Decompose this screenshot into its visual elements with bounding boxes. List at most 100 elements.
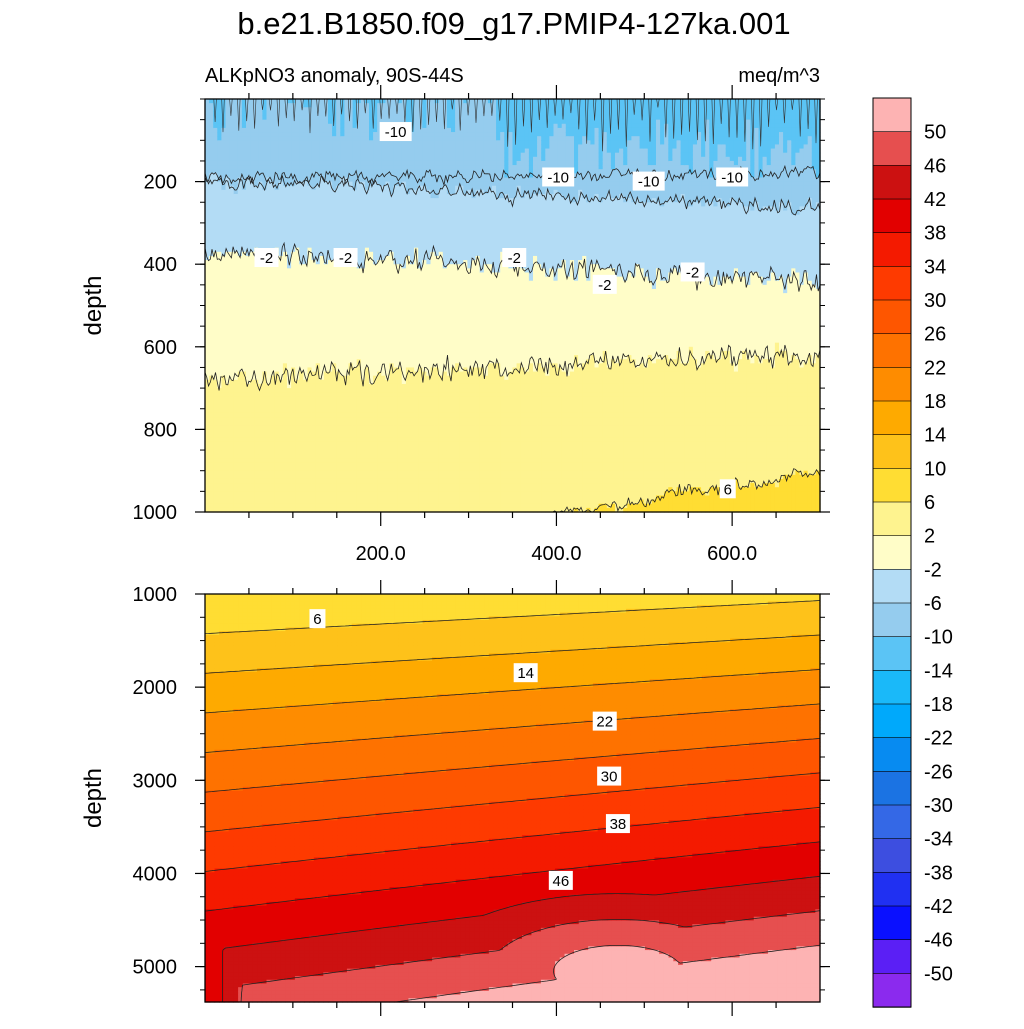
field-cell: [401, 189, 407, 195]
field-cell: [303, 280, 309, 286]
field-cell: [233, 255, 239, 261]
field-cell: [319, 425, 325, 430]
field-cell: [270, 478, 276, 484]
field-cell: [221, 313, 227, 319]
field-cell: [405, 379, 411, 385]
field-cell: [373, 243, 378, 249]
field-cell: [287, 264, 292, 269]
field-cell: [307, 115, 313, 121]
field-cell: [291, 408, 296, 414]
field-cell: [348, 478, 354, 484]
field-cell: [315, 210, 321, 216]
field-cell: [356, 367, 362, 373]
field-cell: [364, 346, 370, 352]
field-cell: [377, 350, 382, 356]
field-cell: [266, 227, 272, 232]
field-cell: [250, 247, 255, 253]
field-cell: [340, 342, 345, 348]
field-cell: [315, 507, 321, 513]
field-cell: [217, 433, 222, 439]
field-cell: [328, 404, 333, 410]
field-cell: [287, 350, 292, 356]
field-cell: [241, 255, 247, 261]
field-cell: [270, 429, 276, 435]
field-cell: [397, 346, 403, 352]
field-cell: [381, 227, 386, 232]
field-cell: [250, 466, 255, 472]
field-cell: [328, 359, 333, 364]
field-cell: [389, 400, 395, 406]
field-cell: [250, 148, 255, 154]
field-cell: [262, 441, 268, 447]
field-cell: [209, 173, 214, 179]
field-cell: [332, 379, 337, 385]
field-cell: [356, 355, 362, 360]
field-cell: [332, 367, 337, 373]
field-cell: [266, 425, 272, 430]
field-cell: [233, 127, 239, 133]
field-cell: [254, 103, 259, 108]
field-cell: [360, 317, 366, 323]
field-cell: [229, 375, 235, 381]
field-cell: [221, 425, 227, 430]
field-cell: [356, 103, 362, 108]
field-cell: [340, 313, 345, 319]
field-cell: [282, 379, 288, 385]
field-cell: [299, 136, 304, 141]
field-cell: [217, 136, 222, 141]
field-cell: [360, 408, 366, 414]
field-cell: [233, 189, 239, 195]
field-cell: [221, 235, 227, 241]
field-cell: [250, 441, 255, 447]
field-cell: [373, 189, 378, 195]
field-cell: [241, 330, 247, 336]
field-cell: [344, 466, 350, 472]
field-cell: [287, 152, 292, 158]
field-cell: [381, 305, 386, 311]
field-cell: [332, 235, 337, 241]
field-cell: [397, 301, 403, 307]
field-cell: [246, 388, 251, 393]
field-cell: [213, 330, 218, 336]
field-cell: [241, 288, 247, 294]
field-cell: [274, 165, 280, 170]
field-cell: [229, 127, 235, 133]
field-cell: [266, 412, 272, 418]
field-cell: [397, 363, 403, 369]
field-cell: [217, 160, 222, 166]
field-cell: [340, 330, 345, 336]
field-cell: [401, 198, 407, 203]
field-cell: [405, 355, 411, 360]
field-cell: [397, 470, 403, 476]
field-cell: [254, 239, 259, 245]
field-cell: [241, 359, 247, 364]
field-cell: [303, 338, 309, 344]
field-cell: [287, 429, 292, 435]
field-cell: [217, 491, 222, 497]
field-cell: [344, 363, 350, 369]
field-cell: [373, 247, 378, 253]
field-cell: [336, 177, 341, 183]
field-cell: [405, 148, 411, 154]
field-cell: [319, 214, 325, 220]
field-cell: [340, 379, 345, 385]
field-cell: [282, 330, 288, 336]
field-cell: [213, 297, 218, 302]
field-cell: [282, 111, 288, 117]
field-cell: [352, 437, 358, 443]
field-cell: [254, 462, 259, 468]
field-cell: [262, 474, 268, 480]
field-cell: [266, 301, 272, 307]
field-cell: [237, 507, 243, 513]
field-cell: [246, 503, 251, 509]
field-cell: [393, 210, 399, 216]
field-cell: [319, 235, 325, 241]
field-cell: [356, 392, 362, 397]
field-cell: [291, 392, 296, 397]
field-cell: [397, 338, 403, 344]
field-cell: [246, 359, 251, 364]
field-cell: [205, 148, 210, 154]
field-cell: [258, 202, 263, 207]
field-cell: [270, 470, 276, 476]
field-cell: [385, 483, 391, 488]
